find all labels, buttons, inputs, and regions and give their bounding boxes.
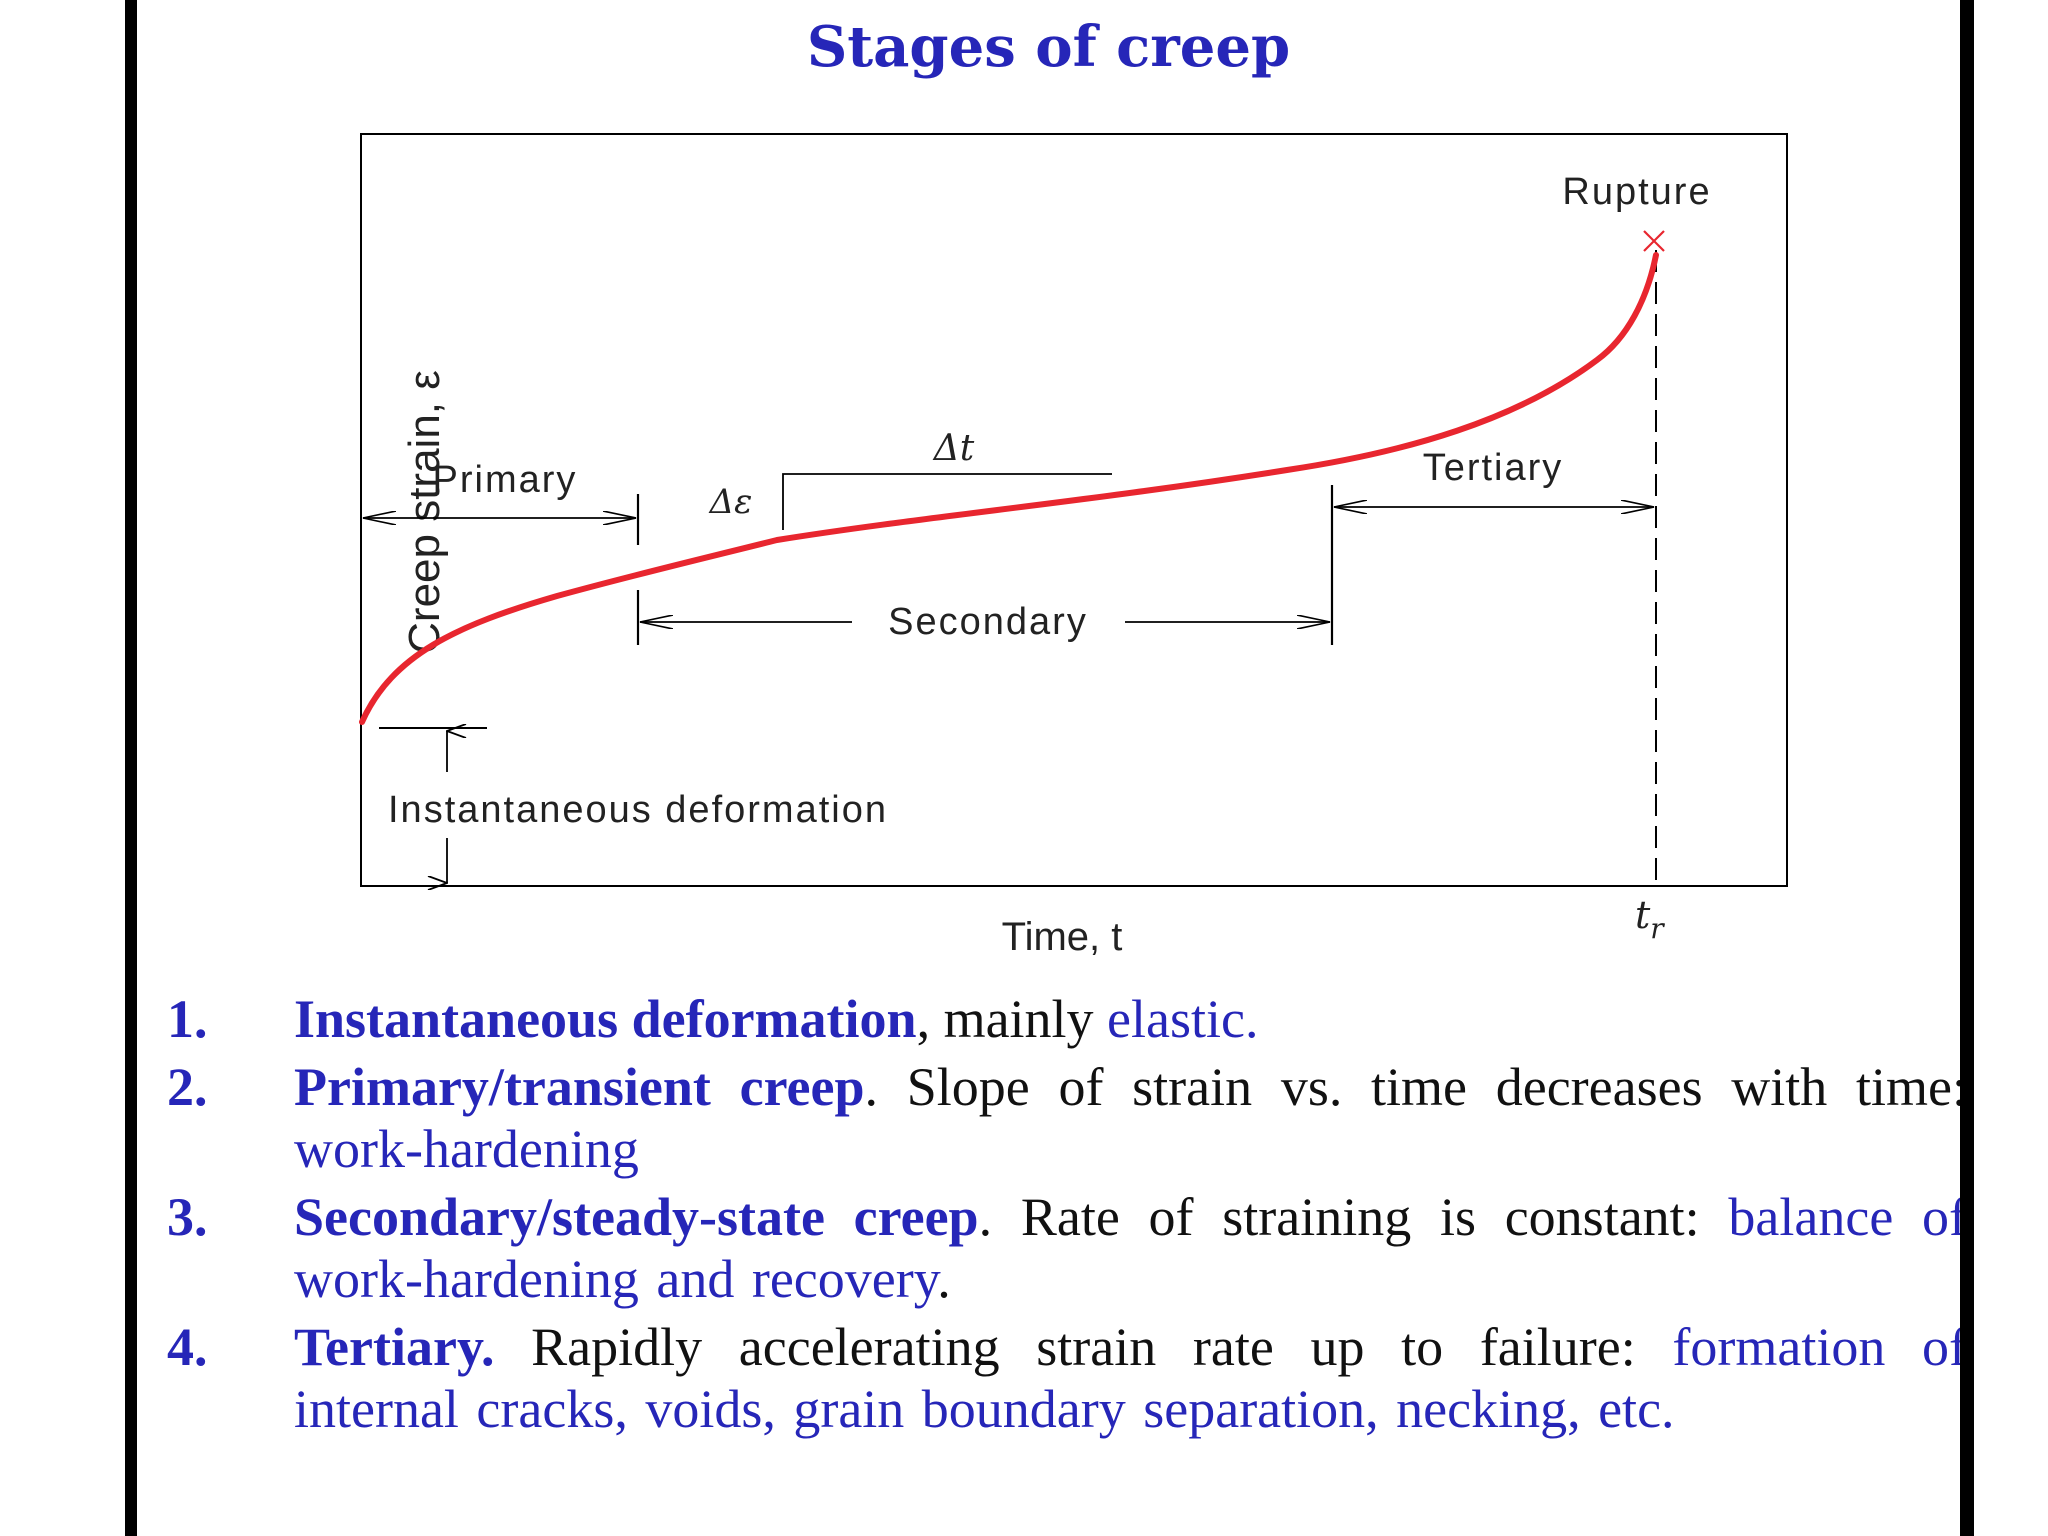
delta-t-label: Δt (932, 428, 975, 469)
plot-frame (360, 133, 1788, 887)
list-item: 2. Primary/transient creep. Slope of str… (167, 1056, 1960, 1180)
slide-title: Stages of creep (806, 14, 1291, 80)
secondary-label: Secondary (888, 601, 1088, 643)
item-heading: Tertiary. (294, 1317, 495, 1377)
item-tail: . (937, 1249, 951, 1309)
list-item: 1. Instantaneous deformation, mainly ela… (167, 988, 1960, 1050)
tertiary-label: Tertiary (1423, 447, 1564, 489)
creep-curve-diagram: Creep strain, ε Time, t tr Rupture Prima… (359, 133, 1788, 959)
item-highlight-text: balance of work-hardening and recovery (294, 1187, 1960, 1309)
item-number: 1. (167, 989, 208, 1049)
creep-curve (359, 252, 1659, 725)
slide: Stages of creep Creep strain, ε Time, t … (137, 0, 1960, 1536)
item-number: 4. (167, 1317, 208, 1377)
item-text: Rapidly accelerating strain rate up to f… (494, 1317, 1673, 1377)
primary-label: Primary (433, 459, 578, 501)
rupture-x-mark (1643, 230, 1665, 252)
item-heading: Primary/transient creep (294, 1057, 865, 1117)
item-number: 3. (167, 1187, 208, 1247)
rupture-label: Rupture (1562, 171, 1711, 213)
x-axis-label: Time, t (1002, 915, 1123, 959)
list-item: 3. Secondary/steady-state creep. Rate of… (167, 1186, 1960, 1310)
stages-list: 1. Instantaneous deformation, mainly ela… (167, 988, 1960, 1446)
y-axis-label: Creep strain, ε (400, 370, 449, 654)
item-heading: Secondary/steady-state creep (294, 1187, 979, 1247)
delta-epsilon-label: Δε (708, 482, 753, 522)
list-item: 4. Tertiary. Rapidly accelerating strain… (167, 1316, 1960, 1440)
rupture-time-label: tr (1635, 893, 1665, 945)
right-border-bar (1960, 0, 1974, 1536)
instantaneous-deformation-label: Instantaneous deformation (388, 789, 888, 831)
item-highlight-text: work-hardening (294, 1119, 639, 1179)
left-border-bar (125, 0, 137, 1536)
item-text: , mainly (916, 989, 1108, 1049)
item-highlight-text: formation of internal cracks, voids, gra… (294, 1317, 1960, 1439)
item-text: . Rate of straining is constant: (978, 1187, 1729, 1247)
item-number: 2. (167, 1057, 208, 1117)
item-highlight-text: elastic. (1107, 989, 1259, 1049)
item-heading: Instantaneous deformation (294, 989, 917, 1049)
item-text: . Slope of strain vs. time decreases wit… (864, 1057, 1960, 1117)
slope-triangle (782, 473, 1112, 530)
